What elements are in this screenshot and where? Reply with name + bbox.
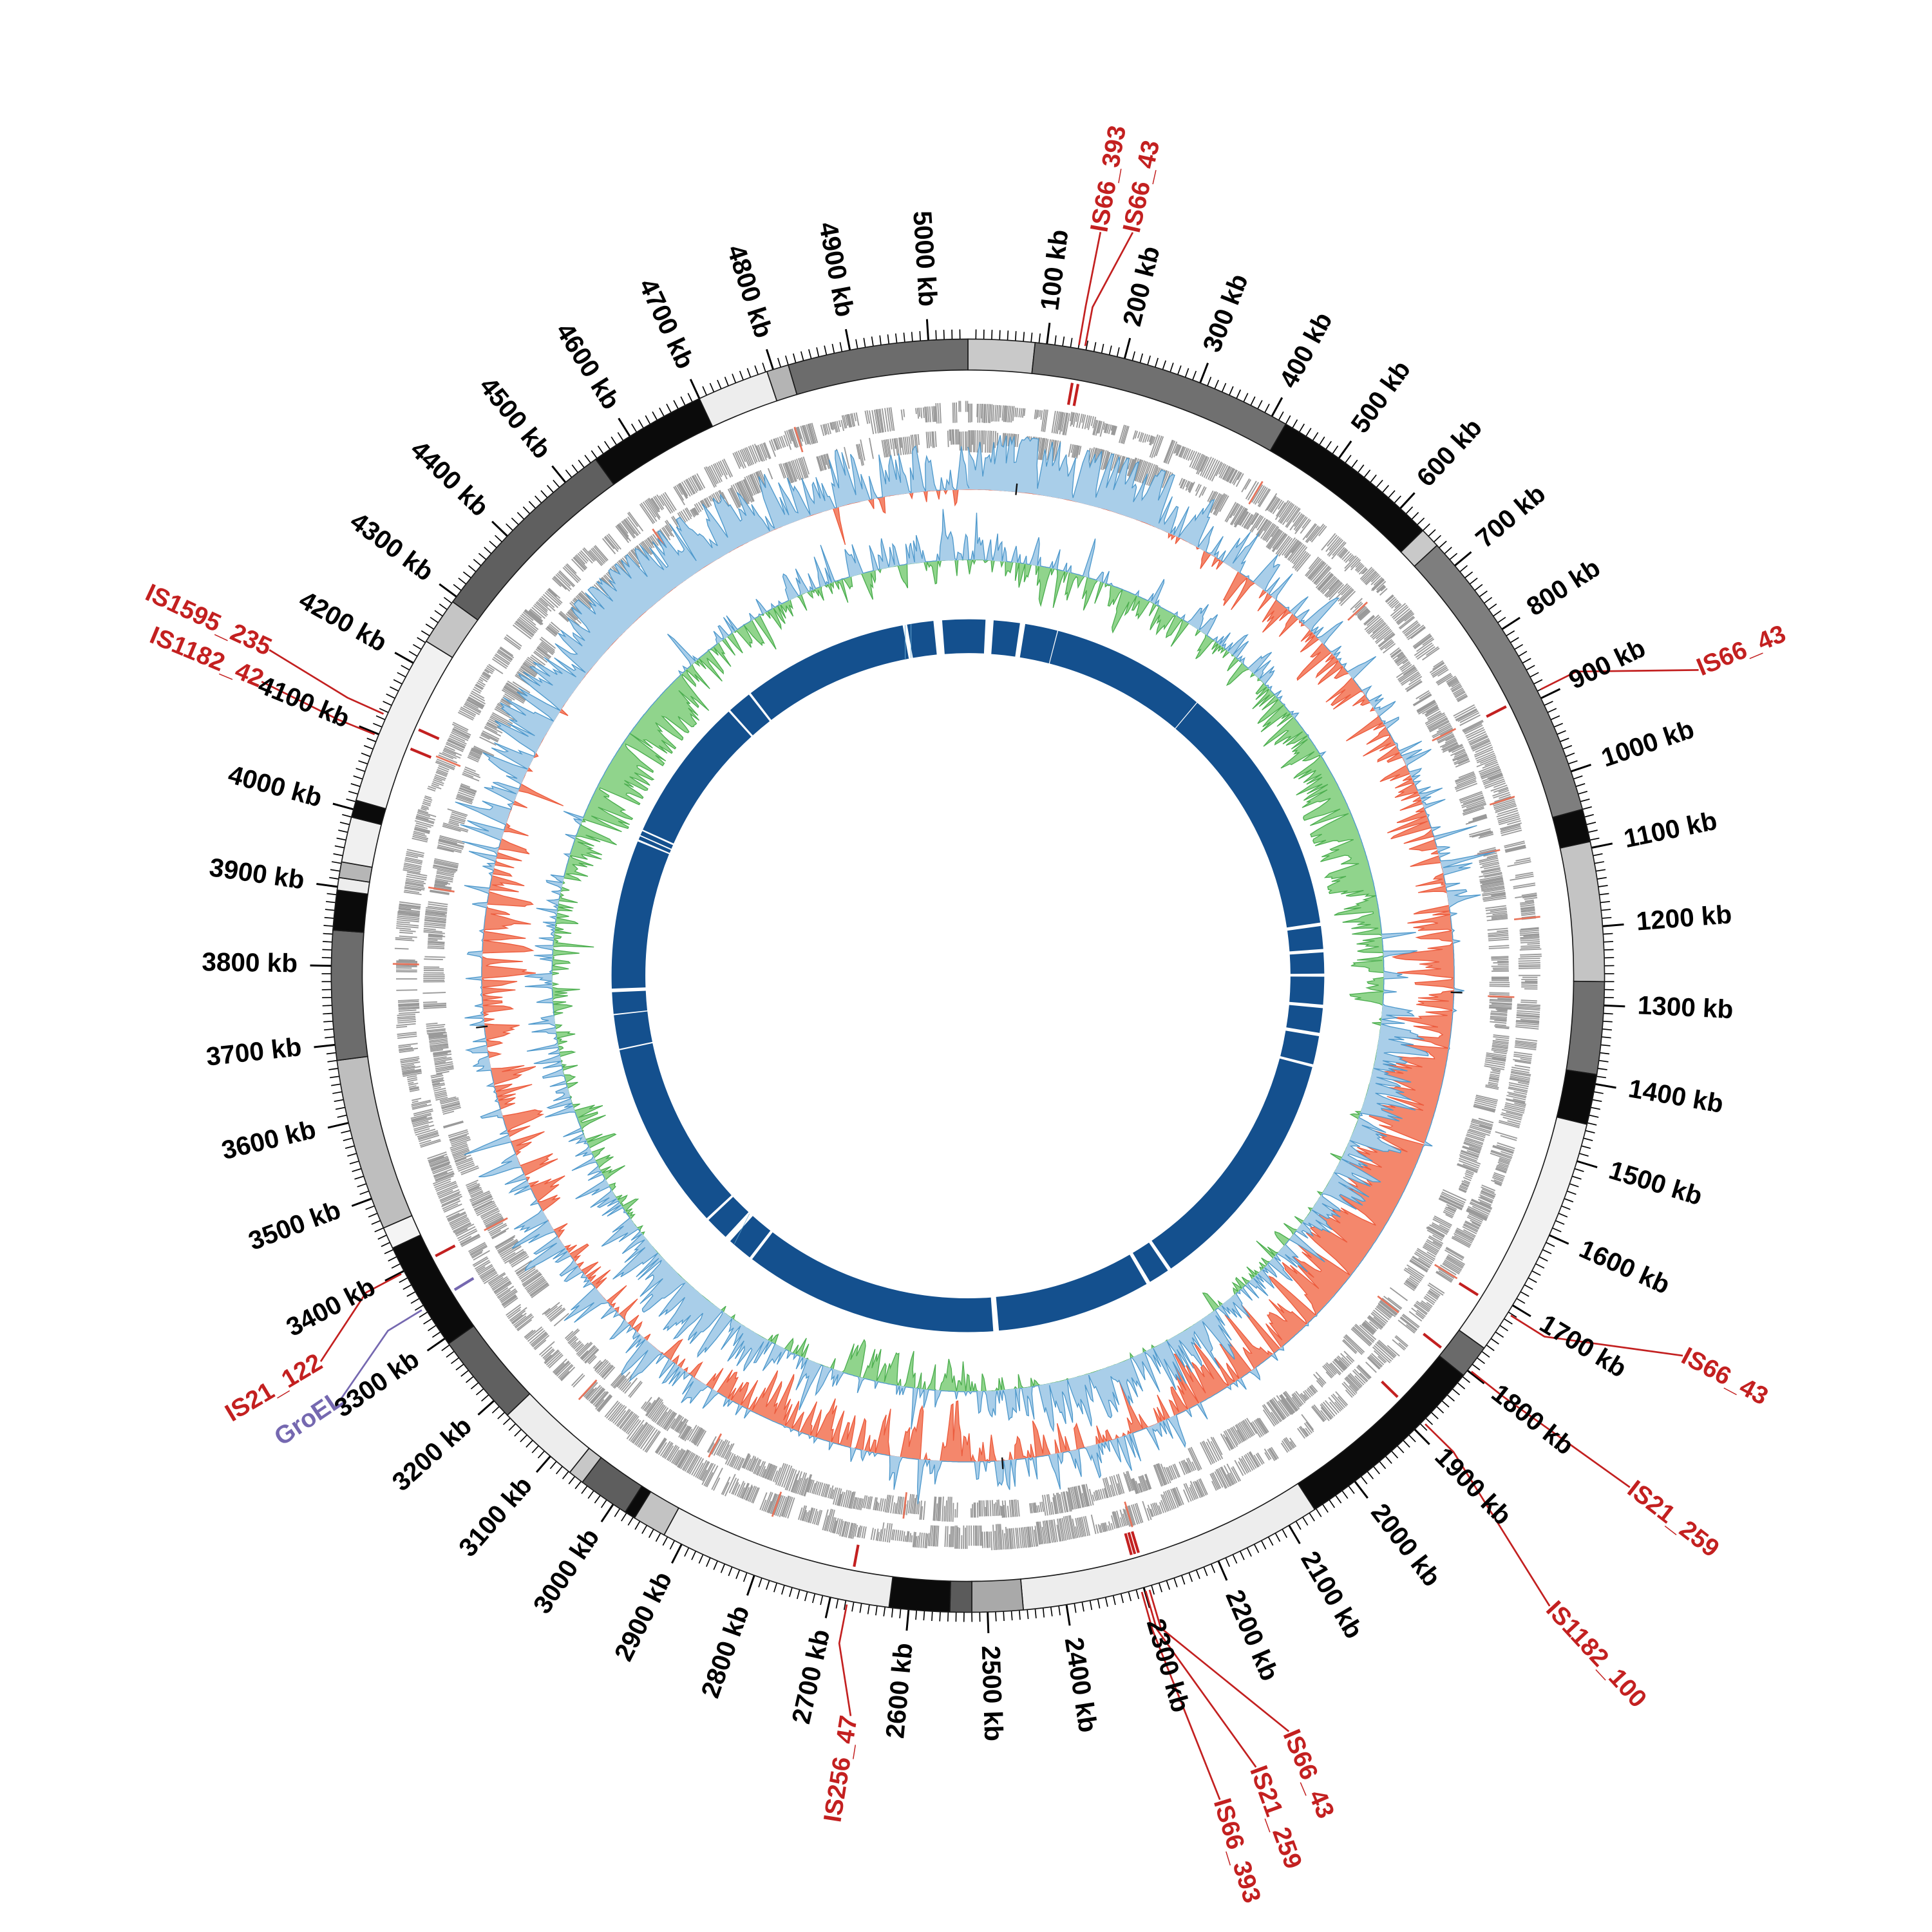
svg-text:1400 kb: 1400 kb [1626,1073,1725,1119]
svg-text:2500 kb: 2500 kb [976,1645,1009,1742]
annotation-layer: IS66_393IS66_43IS66_43IS66_43IS21_259IS1… [141,124,1790,1906]
black-mark-layer [476,483,1463,1470]
svg-text:3300 kb: 3300 kb [329,1344,424,1423]
ideogram-ring [330,338,1605,1613]
coverage-ring [611,619,1325,1332]
svg-text:1300 kb: 1300 kb [1637,990,1734,1024]
svg-text:1500 kb: 1500 kb [1605,1155,1706,1211]
svg-text:1000 kb: 1000 kb [1598,714,1698,773]
svg-text:1100 kb: 1100 kb [1621,806,1719,853]
svg-text:4100 kb: 4100 kb [254,670,354,734]
svg-text:200 kb: 200 kb [1117,243,1166,329]
svg-text:4400 kb: 4400 kb [405,435,495,522]
svg-text:2800 kb: 2800 kb [695,1602,755,1701]
svg-text:2000 kb: 2000 kb [1365,1498,1447,1592]
svg-text:3100 kb: 3100 kb [453,1470,538,1562]
svg-text:2300 kb: 2300 kb [1141,1615,1196,1716]
svg-text:4500 kb: 4500 kb [474,372,558,464]
gene-track-reverse [422,429,1515,1522]
svg-text:2700 kb: 2700 kb [786,1627,835,1727]
svg-text:IS21_259: IS21_259 [1622,1475,1724,1563]
svg-text:2600 kb: 2600 kb [880,1642,918,1739]
svg-text:2400 kb: 2400 kb [1059,1635,1103,1734]
svg-text:700 kb: 700 kb [1470,478,1551,553]
svg-text:IS66_43: IS66_43 [1677,1342,1772,1410]
svg-text:3400 kb: 3400 kb [281,1271,380,1342]
svg-text:4800 kb: 4800 kb [721,242,779,342]
svg-text:1200 kb: 1200 kb [1635,899,1733,936]
svg-text:5000 kb: 5000 kb [907,210,943,307]
svg-text:IS66_393: IS66_393 [1208,1795,1266,1906]
svg-text:1800 kb: 1800 kb [1486,1378,1580,1461]
svg-text:IS1182_100: IS1182_100 [1540,1596,1652,1713]
svg-text:IS66_43: IS66_43 [1692,620,1790,681]
svg-text:3600 kb: 3600 kb [219,1114,319,1165]
svg-text:4200 kb: 4200 kb [294,585,392,658]
svg-text:4000 kb: 4000 kb [225,759,325,813]
svg-text:4300 kb: 4300 kb [345,506,439,587]
svg-text:4900 kb: 4900 kb [813,220,860,319]
svg-text:3500 kb: 3500 kb [245,1195,345,1256]
svg-text:3900 kb: 3900 kb [207,852,307,895]
gc-content-track [524,509,1429,1433]
svg-text:1600 kb: 1600 kb [1575,1233,1674,1300]
svg-text:2900 kb: 2900 kb [608,1567,677,1665]
svg-text:IS256_47: IS256_47 [819,1714,863,1824]
svg-text:4600 kb: 4600 kb [550,317,626,414]
tick-ring [310,319,1625,1633]
svg-text:3800 kb: 3800 kb [202,947,298,978]
svg-text:400 kb: 400 kb [1273,307,1338,393]
svg-text:600 kb: 600 kb [1411,413,1488,493]
gene-track-forward [392,401,1542,1551]
svg-text:900 kb: 900 kb [1564,633,1650,695]
svg-text:3200 kb: 3200 kb [386,1411,477,1497]
svg-text:300 kb: 300 kb [1197,270,1254,356]
svg-text:4700 kb: 4700 kb [633,274,701,373]
svg-text:2200 kb: 2200 kb [1220,1586,1285,1685]
svg-text:800 kb: 800 kb [1521,553,1605,621]
svg-text:3700 kb: 3700 kb [205,1032,303,1072]
is-marker-ring [410,383,1507,1567]
svg-text:3000 kb: 3000 kb [527,1523,605,1619]
svg-text:2100 kb: 2100 kb [1295,1546,1369,1644]
svg-text:1900 kb: 1900 kb [1429,1441,1517,1530]
gc-skew-track [455,435,1495,1504]
svg-text:100 kb: 100 kb [1034,228,1074,312]
svg-text:500 kb: 500 kb [1345,355,1416,438]
